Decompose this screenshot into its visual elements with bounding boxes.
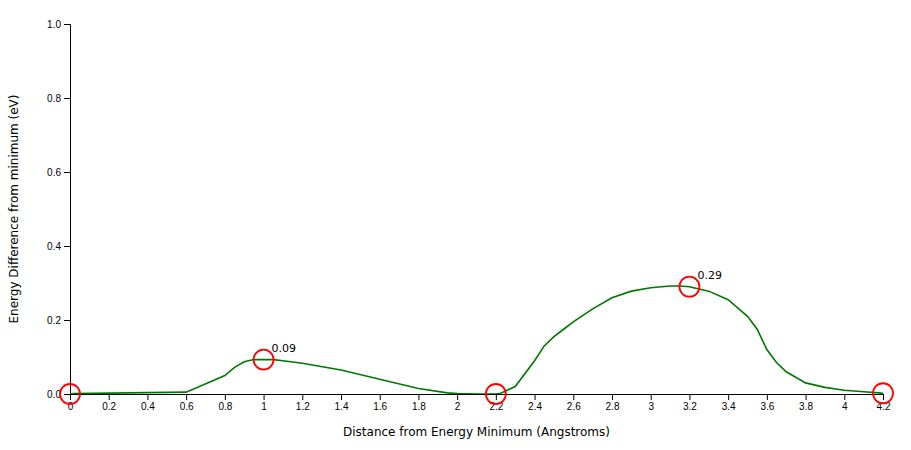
x-tick: 2 (455, 394, 461, 412)
x-tick: 0.6 (180, 394, 194, 412)
x-axis: 00.20.40.60.811.21.41.61.822.22.42.62.83… (68, 394, 891, 412)
x-tick: 3 (648, 394, 654, 412)
x-tick: 1.4 (335, 394, 349, 412)
x-tick-label: 0.4 (141, 401, 155, 412)
x-tick-mark (535, 394, 536, 400)
x-tick: 1.8 (412, 394, 426, 412)
x-tick-mark (496, 394, 497, 400)
x-tick-label: 4 (842, 401, 848, 412)
x-tick-mark (380, 394, 381, 400)
annotations: 0.09 0.29 (60, 269, 893, 404)
x-tick-mark (806, 394, 807, 400)
x-tick-mark (573, 394, 574, 400)
x-tick-mark (844, 394, 845, 400)
x-tick-mark (457, 394, 458, 400)
x-tick-mark (728, 394, 729, 400)
y-tick-mark (64, 394, 70, 395)
x-tick: 1.2 (296, 394, 310, 412)
x-tick: 0.2 (102, 394, 116, 412)
y-tick-mark (64, 98, 70, 99)
x-tick: 0.8 (218, 394, 232, 412)
x-tick-label: 1.4 (335, 401, 349, 412)
y-axis: 0.0 0.2 0.4 0.6 0.8 1.0 (47, 19, 70, 400)
x-tick-label: 1.6 (373, 401, 387, 412)
y-tick: 0.4 (47, 241, 70, 252)
x-tick: 2.8 (606, 394, 620, 412)
x-tick-mark (186, 394, 187, 400)
y-tick-label: 0.2 (47, 315, 61, 326)
y-tick-label: 0.4 (47, 241, 61, 252)
x-tick: 1.6 (373, 394, 387, 412)
minimum-circle (60, 384, 80, 404)
x-tick: 2.4 (528, 394, 542, 412)
x-tick-label: 3 (648, 401, 654, 412)
maximum-circle (254, 350, 274, 370)
x-tick-label: 3.8 (799, 401, 813, 412)
minimum-circle (873, 383, 893, 403)
x-tick-label: 0.8 (218, 401, 232, 412)
chart: 00.20.40.60.811.21.41.61.822.22.42.62.83… (0, 0, 911, 450)
minimum-circle (486, 384, 506, 404)
pes-line (70, 286, 883, 394)
x-tick-label: 1.8 (412, 401, 426, 412)
x-tick-mark (302, 394, 303, 400)
x-tick-label: 3.6 (760, 401, 774, 412)
x-tick: 4 (842, 394, 848, 412)
x-tick: 0.4 (141, 394, 155, 412)
y-tick-label: 0.8 (47, 93, 61, 104)
x-tick-label: 2 (455, 401, 461, 412)
annotation-label: 0.29 (697, 269, 722, 282)
x-axis-line (71, 395, 884, 401)
marks (70, 286, 883, 394)
x-tick: 3.6 (760, 394, 774, 412)
plot: 00.20.40.60.811.21.41.61.822.22.42.62.83… (47, 19, 893, 412)
x-tick-label: 1.2 (296, 401, 310, 412)
y-tick-mark (64, 246, 70, 247)
x-tick-label: 1 (261, 401, 267, 412)
x-tick-mark (689, 394, 690, 400)
x-tick-label: 2.6 (567, 401, 581, 412)
x-tick-mark (651, 394, 652, 400)
x-tick-label: 0.6 (180, 401, 194, 412)
y-axis-line (64, 25, 71, 395)
x-tick: 3.4 (722, 394, 736, 412)
x-tick-mark (883, 394, 884, 400)
x-tick: 3.8 (799, 394, 813, 412)
x-tick-mark (225, 394, 226, 400)
y-axis-title: Energy Difference from minimum (eV) (7, 95, 21, 324)
y-tick-mark (64, 320, 70, 321)
y-tick: 0.0 (47, 389, 70, 400)
y-tick-label: 1.0 (47, 19, 61, 30)
y-tick: 0.8 (47, 93, 70, 104)
x-tick-mark (341, 394, 342, 400)
x-tick-mark (109, 394, 110, 400)
maximum-circle (679, 277, 699, 297)
x-tick-mark (418, 394, 419, 400)
y-tick-mark (64, 172, 70, 173)
y-tick: 0.6 (47, 167, 70, 178)
y-tick-mark (64, 24, 70, 25)
x-tick-mark (264, 394, 265, 400)
x-tick-label: 0.2 (102, 401, 116, 412)
x-axis-title: Distance from Energy Minimum (Angstroms) (343, 425, 610, 439)
x-tick: 3.2 (683, 394, 697, 412)
x-tick-label: 2.8 (606, 401, 620, 412)
x-tick-label: 2.4 (528, 401, 542, 412)
x-tick-mark (767, 394, 768, 400)
x-tick-label: 3.4 (722, 401, 736, 412)
y-tick-label: 0.6 (47, 167, 61, 178)
x-tick-mark (147, 394, 148, 400)
x-tick: 2.6 (567, 394, 581, 412)
annotation-label: 0.09 (272, 342, 297, 355)
x-tick-mark (612, 394, 613, 400)
y-tick: 0.2 (47, 315, 70, 326)
x-tick: 1 (261, 394, 267, 412)
y-tick: 1.0 (47, 19, 70, 30)
x-tick-label: 3.2 (683, 401, 697, 412)
